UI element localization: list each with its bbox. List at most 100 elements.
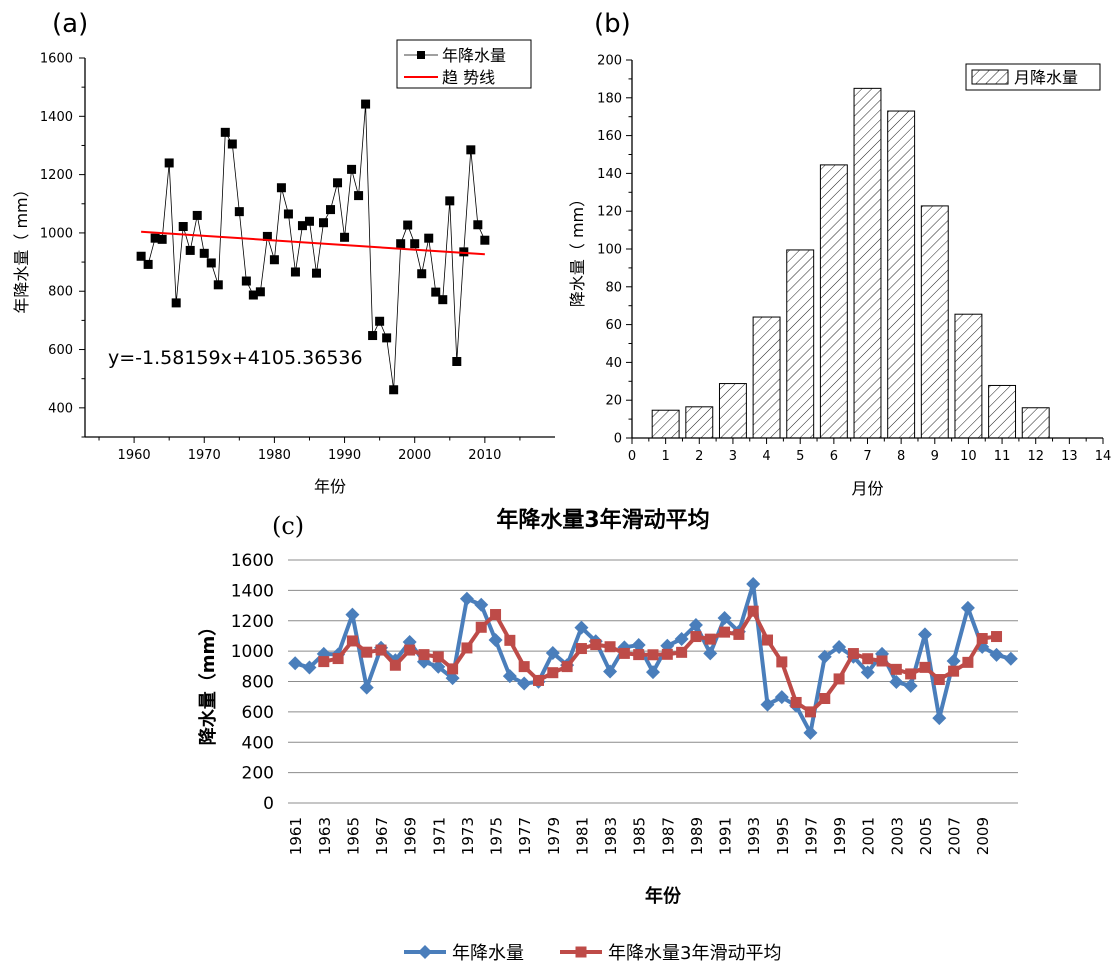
panel-b-x-tick-label: 14 xyxy=(1095,449,1112,464)
panel-c-legend-label: 年降水量 xyxy=(452,943,524,964)
panel-a-point xyxy=(347,164,357,174)
panel-b-x-tick-label: 5 xyxy=(796,449,804,464)
panel-c-annual-point xyxy=(459,591,474,606)
panel-c-moving-avg-point xyxy=(432,651,444,663)
panel-b-y-tick-label: 180 xyxy=(597,91,622,106)
panel-b-x-tick-label: 13 xyxy=(1061,449,1078,464)
panel-c-x-tick-label: 1961 xyxy=(287,817,305,855)
panel-a-point xyxy=(178,222,188,232)
panel-c-annual-point xyxy=(603,664,618,679)
panel-c-annual-point xyxy=(1003,651,1018,666)
panel-a-y-tick-label: 1000 xyxy=(40,226,73,241)
panel-c-annual-point xyxy=(803,725,818,740)
panel-a-point xyxy=(354,191,364,201)
panel-a-trend-line xyxy=(141,230,485,256)
panel-b-y-tick-label: 0 xyxy=(614,432,622,447)
panel-a-point xyxy=(276,183,286,193)
panel-a-point xyxy=(206,258,216,268)
panel-a-y-axis-label: 年降水量（ mm） xyxy=(12,181,31,313)
panel-b-bar xyxy=(887,110,916,439)
panel-b-y-tick-label: 160 xyxy=(597,129,622,144)
panel-c-annual-point xyxy=(832,640,847,655)
panel-c-x-tick-label: 1993 xyxy=(745,817,763,855)
panel-a-legend-label: 趋 势线 xyxy=(442,68,495,87)
panel-a-legend-label: 年降水量 xyxy=(442,46,506,65)
panel-a-letter: (a) xyxy=(52,9,88,39)
panel-c-annual-point xyxy=(688,618,703,633)
panel-a-point xyxy=(290,267,300,277)
panel-a-point xyxy=(164,158,174,168)
panel-c-moving-avg-point xyxy=(461,642,473,654)
panel-c-moving-avg-point xyxy=(890,663,902,675)
panel-c-moving-avg-point xyxy=(790,696,802,708)
panel-c-moving-avg-point xyxy=(318,656,330,668)
panel-c-x-tick-label: 2007 xyxy=(946,817,964,855)
panel-c-moving-avg-point xyxy=(575,643,587,655)
panel-c-legend-swatch-marker xyxy=(418,945,432,959)
panel-c-moving-avg-point xyxy=(447,663,459,675)
panel-c-title: 年降水量3年滑动平均 xyxy=(496,507,709,533)
panel-a-legend-swatch-marker xyxy=(417,51,425,59)
panel-a-point xyxy=(333,178,343,188)
panel-a-point xyxy=(157,234,167,244)
panel-b-legend-label: 月降水量 xyxy=(1014,68,1078,87)
panel-c-moving-avg-point xyxy=(618,647,630,659)
panel-b-legend-swatch xyxy=(971,69,1009,85)
panel-c-annual-point xyxy=(445,671,460,686)
panel-c-moving-avg-point xyxy=(733,628,745,640)
panel-c-x-tick-label: 2001 xyxy=(860,817,878,855)
panel-c-x-tick-label: 1987 xyxy=(659,817,677,855)
panel-b-bar xyxy=(685,406,714,439)
panel-a-point xyxy=(417,269,427,279)
panel-b-chart: (b)0 1 2 3 4 5 6 7 8 9 10 11 12 13 1402040608010012014… xyxy=(568,9,1111,498)
panel-c-annual-point xyxy=(946,653,961,668)
panel-a-chart: (a) 1960 1970 1980 1990 2000 2010 400 600 800 1000… xyxy=(12,9,555,496)
panel-c-moving-avg-point xyxy=(504,634,516,646)
panel-a-point xyxy=(311,268,321,278)
panel-a-point xyxy=(424,233,434,243)
panel-c-x-tick-label: 1977 xyxy=(516,817,534,855)
panel-a-point xyxy=(410,239,420,249)
panel-b-y-tick-label: 200 xyxy=(597,54,622,69)
panel-c-x-tick-label: 1979 xyxy=(545,817,563,855)
panel-a-point xyxy=(382,333,392,343)
panel-c-annual-point xyxy=(545,645,560,660)
panel-b-y-tick-label: 140 xyxy=(597,167,622,182)
panel-b-bar xyxy=(752,316,781,439)
panel-a-point xyxy=(171,298,181,308)
panel-b-bar xyxy=(853,87,882,439)
panel-b-bar xyxy=(718,383,747,439)
panel-b-letter: (b) xyxy=(594,9,631,39)
panel-c-x-tick-label: 1975 xyxy=(488,817,506,855)
panel-a-point xyxy=(199,248,209,258)
panel-a-point xyxy=(304,216,314,226)
panel-a-point xyxy=(192,210,202,220)
panel-a-point xyxy=(459,247,469,257)
panel-c-letter: (c) xyxy=(272,512,304,540)
panel-a-y-tick-label: 400 xyxy=(48,401,73,416)
panel-c-x-tick-label: 1967 xyxy=(373,817,391,855)
panel-b-bar xyxy=(786,249,815,439)
panel-c-moving-avg-point xyxy=(647,649,659,661)
panel-c-moving-avg-point xyxy=(346,635,358,647)
panel-c-x-tick-label: 2005 xyxy=(917,817,935,855)
panel-c-y-tick-label: 200 xyxy=(242,764,274,784)
panel-c-x-tick-label: 2003 xyxy=(888,817,906,855)
panel-a-point xyxy=(473,220,483,230)
panel-a-point xyxy=(431,287,441,297)
panel-a-point xyxy=(269,255,279,265)
panel-c-moving-avg-point xyxy=(532,674,544,686)
panel-c-moving-avg-point xyxy=(862,653,874,665)
panel-c-moving-avg-point xyxy=(847,648,859,660)
panel-b-bar xyxy=(954,313,983,439)
panel-c-y-tick-label: 600 xyxy=(242,703,274,723)
panel-c-moving-avg-point xyxy=(332,653,344,665)
panel-a-point xyxy=(319,218,329,228)
panel-a-x-tick-label: 2010 xyxy=(468,448,501,463)
panel-c-x-tick-label: 2009 xyxy=(974,817,992,855)
panel-c-annual-point xyxy=(646,665,660,680)
panel-c-moving-avg-point xyxy=(475,621,487,633)
panel-c-moving-avg-point xyxy=(962,656,974,668)
panel-c-annual-point xyxy=(917,627,932,642)
